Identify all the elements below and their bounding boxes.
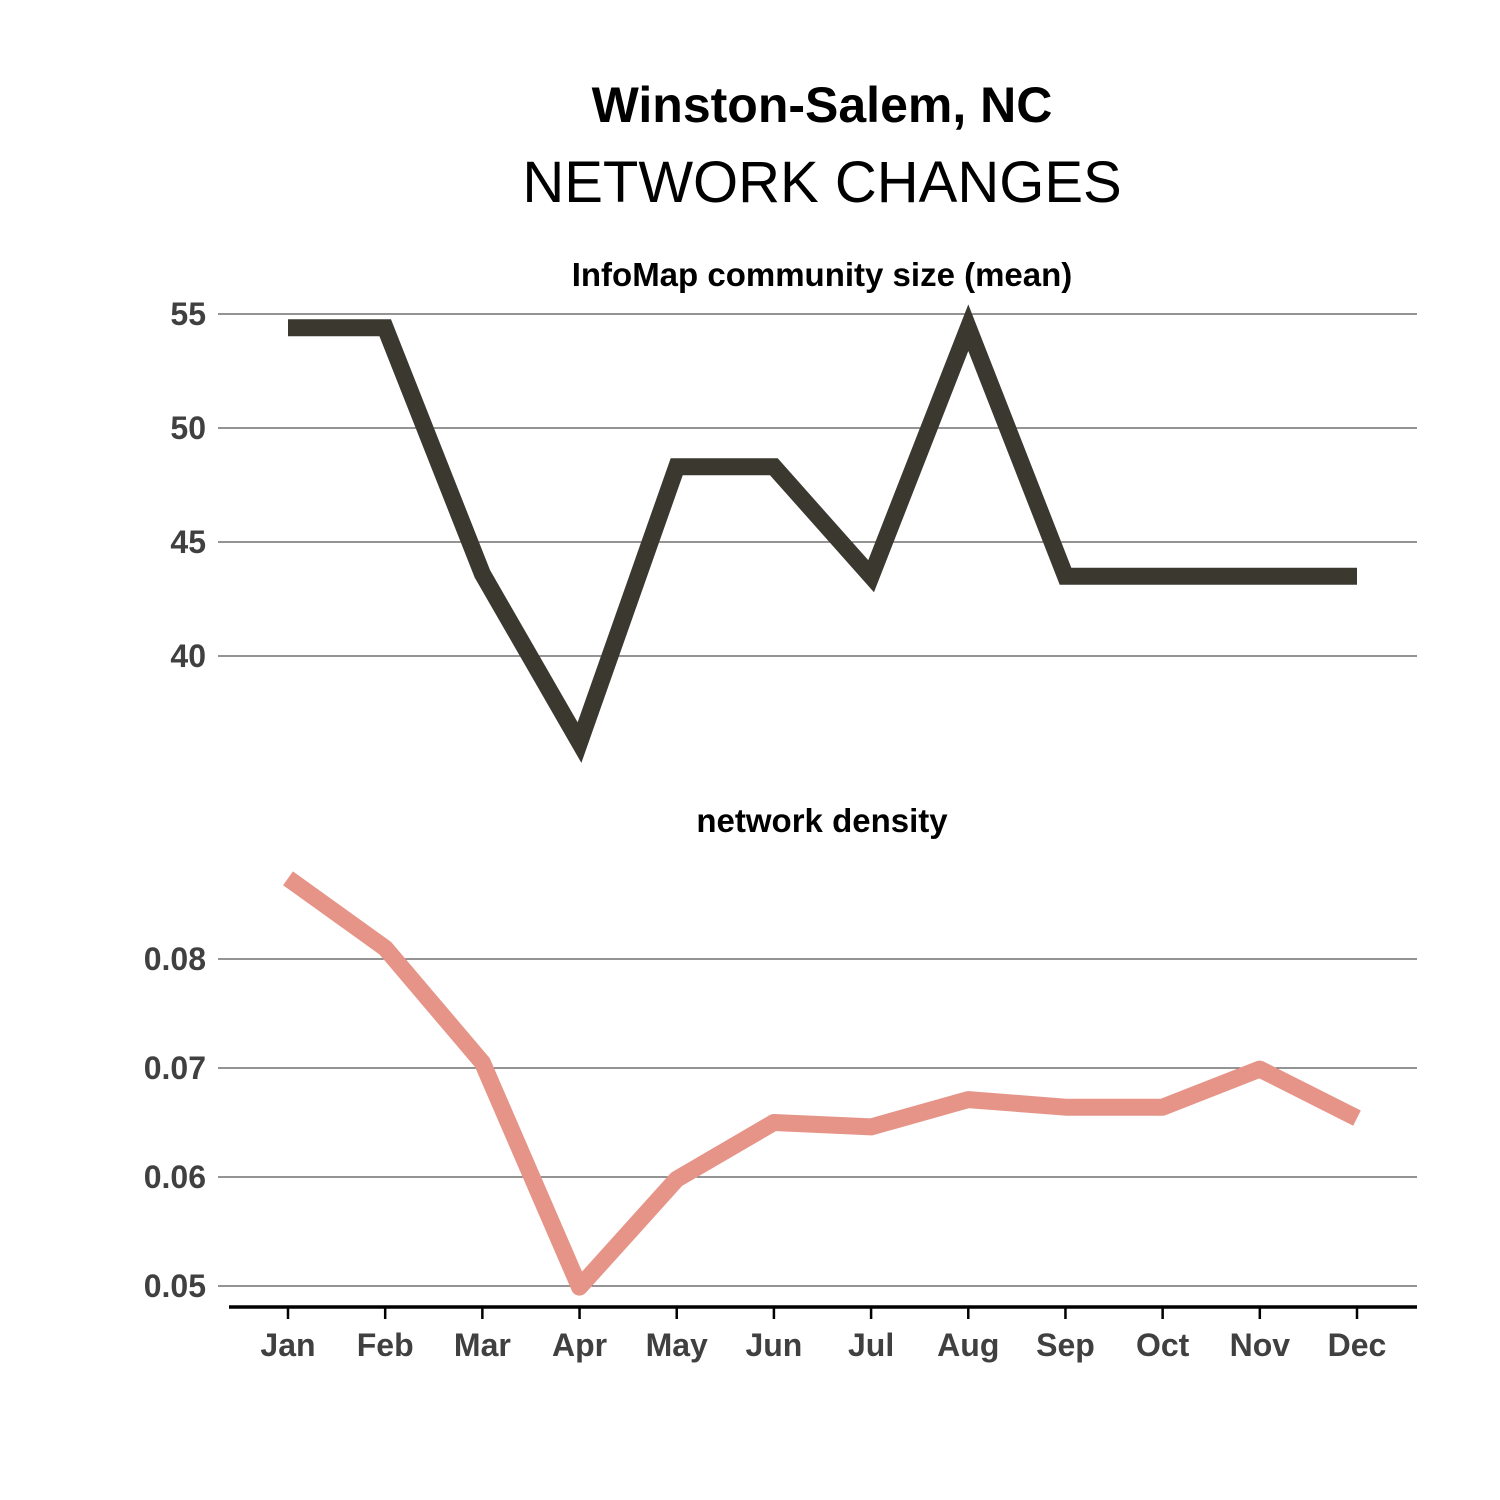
x-tick-label: Jun: [745, 1327, 802, 1363]
network-density-y-tick-label: 0.05: [144, 1268, 206, 1304]
community-size-series-line: [288, 304, 1357, 763]
x-tick-label: Aug: [937, 1327, 999, 1363]
network-density-panel: network density 0.05 0.06 0.07 0.08: [144, 802, 1417, 1304]
community-size-panel: InfoMap community size (mean) 40 45 50 55: [170, 256, 1417, 763]
x-tick-label: Sep: [1036, 1327, 1095, 1363]
network-density-y-ticks: 0.05 0.06 0.07 0.08: [144, 941, 206, 1304]
x-tick-label: Jul: [848, 1327, 894, 1363]
community-size-y-tick-label: 40: [170, 638, 206, 674]
network-density-y-tick-label: 0.06: [144, 1159, 206, 1195]
network-density-panel-title: network density: [696, 802, 948, 839]
network-density-y-tick-label: 0.08: [144, 941, 206, 977]
x-tick-label: Nov: [1230, 1327, 1291, 1363]
x-tick-label: Feb: [357, 1327, 414, 1363]
x-axis-ticks: Jan Feb Mar Apr May Jun Jul Aug Sep Oct Nov Dec: [260, 1307, 1386, 1363]
x-tick-label: Jan: [260, 1327, 315, 1363]
community-size-y-tick-label: 50: [170, 410, 206, 446]
network-density-gridlines: [218, 958, 1417, 1287]
network-density-y-tick-label: 0.07: [144, 1050, 206, 1086]
x-tick-label: Mar: [454, 1327, 511, 1363]
x-tick-label: Apr: [552, 1327, 607, 1363]
x-tick-label: Dec: [1328, 1327, 1387, 1363]
chart-subtitle: NETWORK CHANGES: [522, 150, 1121, 215]
network-density-series-line: [283, 871, 1361, 1296]
x-tick-label: May: [646, 1327, 708, 1363]
community-size-panel-title: InfoMap community size (mean): [572, 256, 1073, 293]
chart-title: Winston-Salem, NC: [592, 77, 1053, 133]
x-tick-label: Oct: [1136, 1327, 1190, 1363]
community-size-y-tick-label: 45: [170, 524, 206, 560]
community-size-y-tick-label: 55: [170, 296, 206, 332]
community-size-y-ticks: 40 45 50 55: [170, 296, 206, 674]
